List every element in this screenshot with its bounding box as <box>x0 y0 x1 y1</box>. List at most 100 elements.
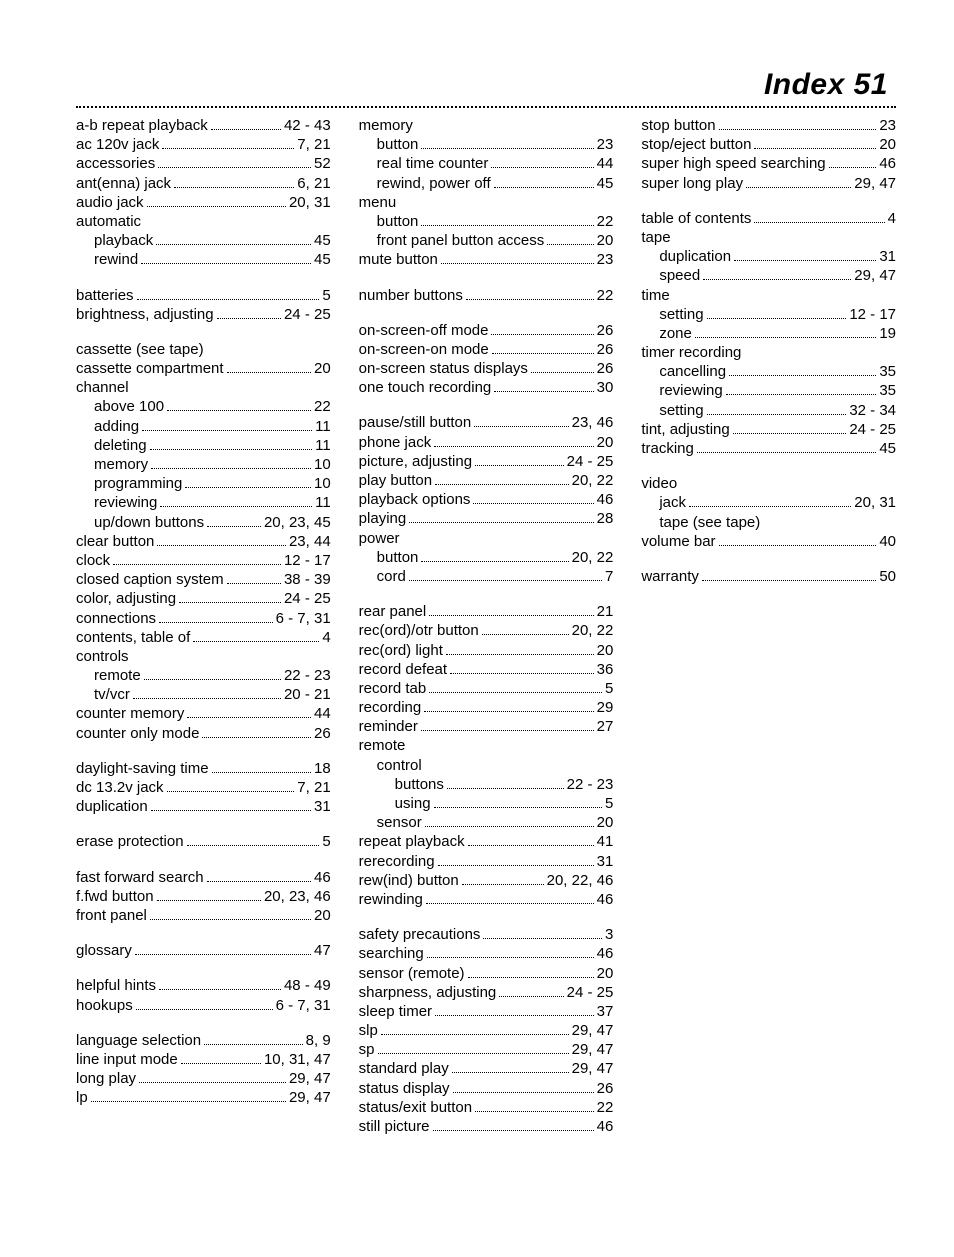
leader-dots <box>441 263 594 264</box>
entry-pages: 20, 22 <box>572 548 614 567</box>
page-title: Index 51 <box>76 68 888 102</box>
index-entry: buttons22 - 23 <box>359 775 614 794</box>
entry-pages: 26 <box>314 724 331 743</box>
leader-dots <box>729 375 876 376</box>
entry-label: rewind <box>94 250 138 269</box>
leader-dots <box>147 206 286 207</box>
entry-label: stop/eject button <box>641 135 751 154</box>
entry-label: real time counter <box>377 154 489 173</box>
index-header: automatic <box>76 212 331 231</box>
index-header: controls <box>76 647 331 666</box>
entry-gap <box>76 816 331 832</box>
leader-dots <box>159 989 281 990</box>
index-entry: still picture46 <box>359 1117 614 1136</box>
entry-label: volume bar <box>641 532 715 551</box>
index-header: remote <box>359 736 614 755</box>
entry-pages: 47 <box>314 941 331 960</box>
index-entry: rewind, power off45 <box>359 174 614 193</box>
entry-label: button <box>377 135 419 154</box>
entry-label: reminder <box>359 717 418 736</box>
index-entry: sleep timer37 <box>359 1002 614 1021</box>
entry-label: counter memory <box>76 704 184 723</box>
leader-dots <box>424 711 593 712</box>
entry-label: reviewing <box>659 381 722 400</box>
entry-label: memory <box>94 455 148 474</box>
index-entry: sp29, 47 <box>359 1040 614 1059</box>
entry-label: speed <box>659 266 700 285</box>
entry-pages: 29, 47 <box>854 266 896 285</box>
leader-dots <box>438 865 594 866</box>
entry-pages: 46 <box>597 1117 614 1136</box>
index-entry: button22 <box>359 212 614 231</box>
leader-dots <box>187 845 320 846</box>
entry-label: setting <box>659 305 703 324</box>
entry-label: ant(enna) jack <box>76 174 171 193</box>
leader-dots <box>157 545 286 546</box>
entry-label: sleep timer <box>359 1002 432 1021</box>
entry-label: record defeat <box>359 660 447 679</box>
entry-pages: 19 <box>879 324 896 343</box>
entry-gap <box>641 551 896 567</box>
entry-label: glossary <box>76 941 132 960</box>
entry-pages: 41 <box>597 832 614 851</box>
entry-pages: 22 <box>314 397 331 416</box>
entry-label: jack <box>659 493 686 512</box>
entry-pages: 7, 21 <box>297 778 330 797</box>
index-entry: front panel button access20 <box>359 231 614 250</box>
leader-dots <box>754 222 884 223</box>
entry-label: connections <box>76 609 156 628</box>
leader-dots <box>193 641 319 642</box>
entry-pages: 6, 21 <box>297 174 330 193</box>
entry-label: sensor (remote) <box>359 964 465 983</box>
entry-label: accessories <box>76 154 155 173</box>
index-entry: playback45 <box>76 231 331 250</box>
entry-pages: 46 <box>597 944 614 963</box>
index-entry: f.fwd button20, 23, 46 <box>76 887 331 906</box>
entry-pages: 24 - 25 <box>567 983 614 1002</box>
entry-label: mute button <box>359 250 438 269</box>
index-entry: dc 13.2v jack7, 21 <box>76 778 331 797</box>
index-entry: repeat playback41 <box>359 832 614 851</box>
index-entry: closed caption system38 - 39 <box>76 570 331 589</box>
index-entry: rear panel21 <box>359 602 614 621</box>
entry-label: rear panel <box>359 602 427 621</box>
leader-dots <box>187 717 311 718</box>
entry-label: searching <box>359 944 424 963</box>
entry-pages: 5 <box>322 832 330 851</box>
leader-dots <box>227 372 311 373</box>
entry-pages: 5 <box>322 286 330 305</box>
entry-pages: 20 <box>314 906 331 925</box>
entry-pages: 20 <box>597 641 614 660</box>
leader-dots <box>217 318 281 319</box>
index-entry: searching 46 <box>359 944 614 963</box>
index-entry: accessories52 <box>76 154 331 173</box>
index-entry: one touch recording30 <box>359 378 614 397</box>
entry-label: rewind, power off <box>377 174 491 193</box>
entry-label: playback options <box>359 490 471 509</box>
entry-label: above 100 <box>94 397 164 416</box>
leader-dots <box>483 938 602 939</box>
entry-pages: 20 <box>314 359 331 378</box>
entry-pages: 46 <box>879 154 896 173</box>
leader-dots <box>133 698 281 699</box>
index-entry: contents, table of4 <box>76 628 331 647</box>
leader-dots <box>719 545 877 546</box>
entry-label: front panel <box>76 906 147 925</box>
index-entry: volume bar 40 <box>641 532 896 551</box>
index-entry: color, adjusting24 - 25 <box>76 589 331 608</box>
index-entry: reviewing11 <box>76 493 331 512</box>
entry-pages: 29, 47 <box>289 1069 331 1088</box>
index-entry: audio jack20, 31 <box>76 193 331 212</box>
index-entry: super long play29, 47 <box>641 174 896 193</box>
leader-dots <box>746 187 851 188</box>
entry-pages: 24 - 25 <box>284 305 331 324</box>
entry-label: play button <box>359 471 432 490</box>
index-columns: a-b repeat playback42 - 43ac 120v jack7,… <box>76 116 896 1136</box>
index-column: memorybutton23real time counter44rewind,… <box>359 116 614 1136</box>
entry-pages: 40 <box>879 532 896 551</box>
entry-pages: 24 - 25 <box>567 452 614 471</box>
index-entry: deleting11 <box>76 436 331 455</box>
entry-pages: 35 <box>879 381 896 400</box>
leader-dots <box>427 957 594 958</box>
leader-dots <box>719 129 877 130</box>
